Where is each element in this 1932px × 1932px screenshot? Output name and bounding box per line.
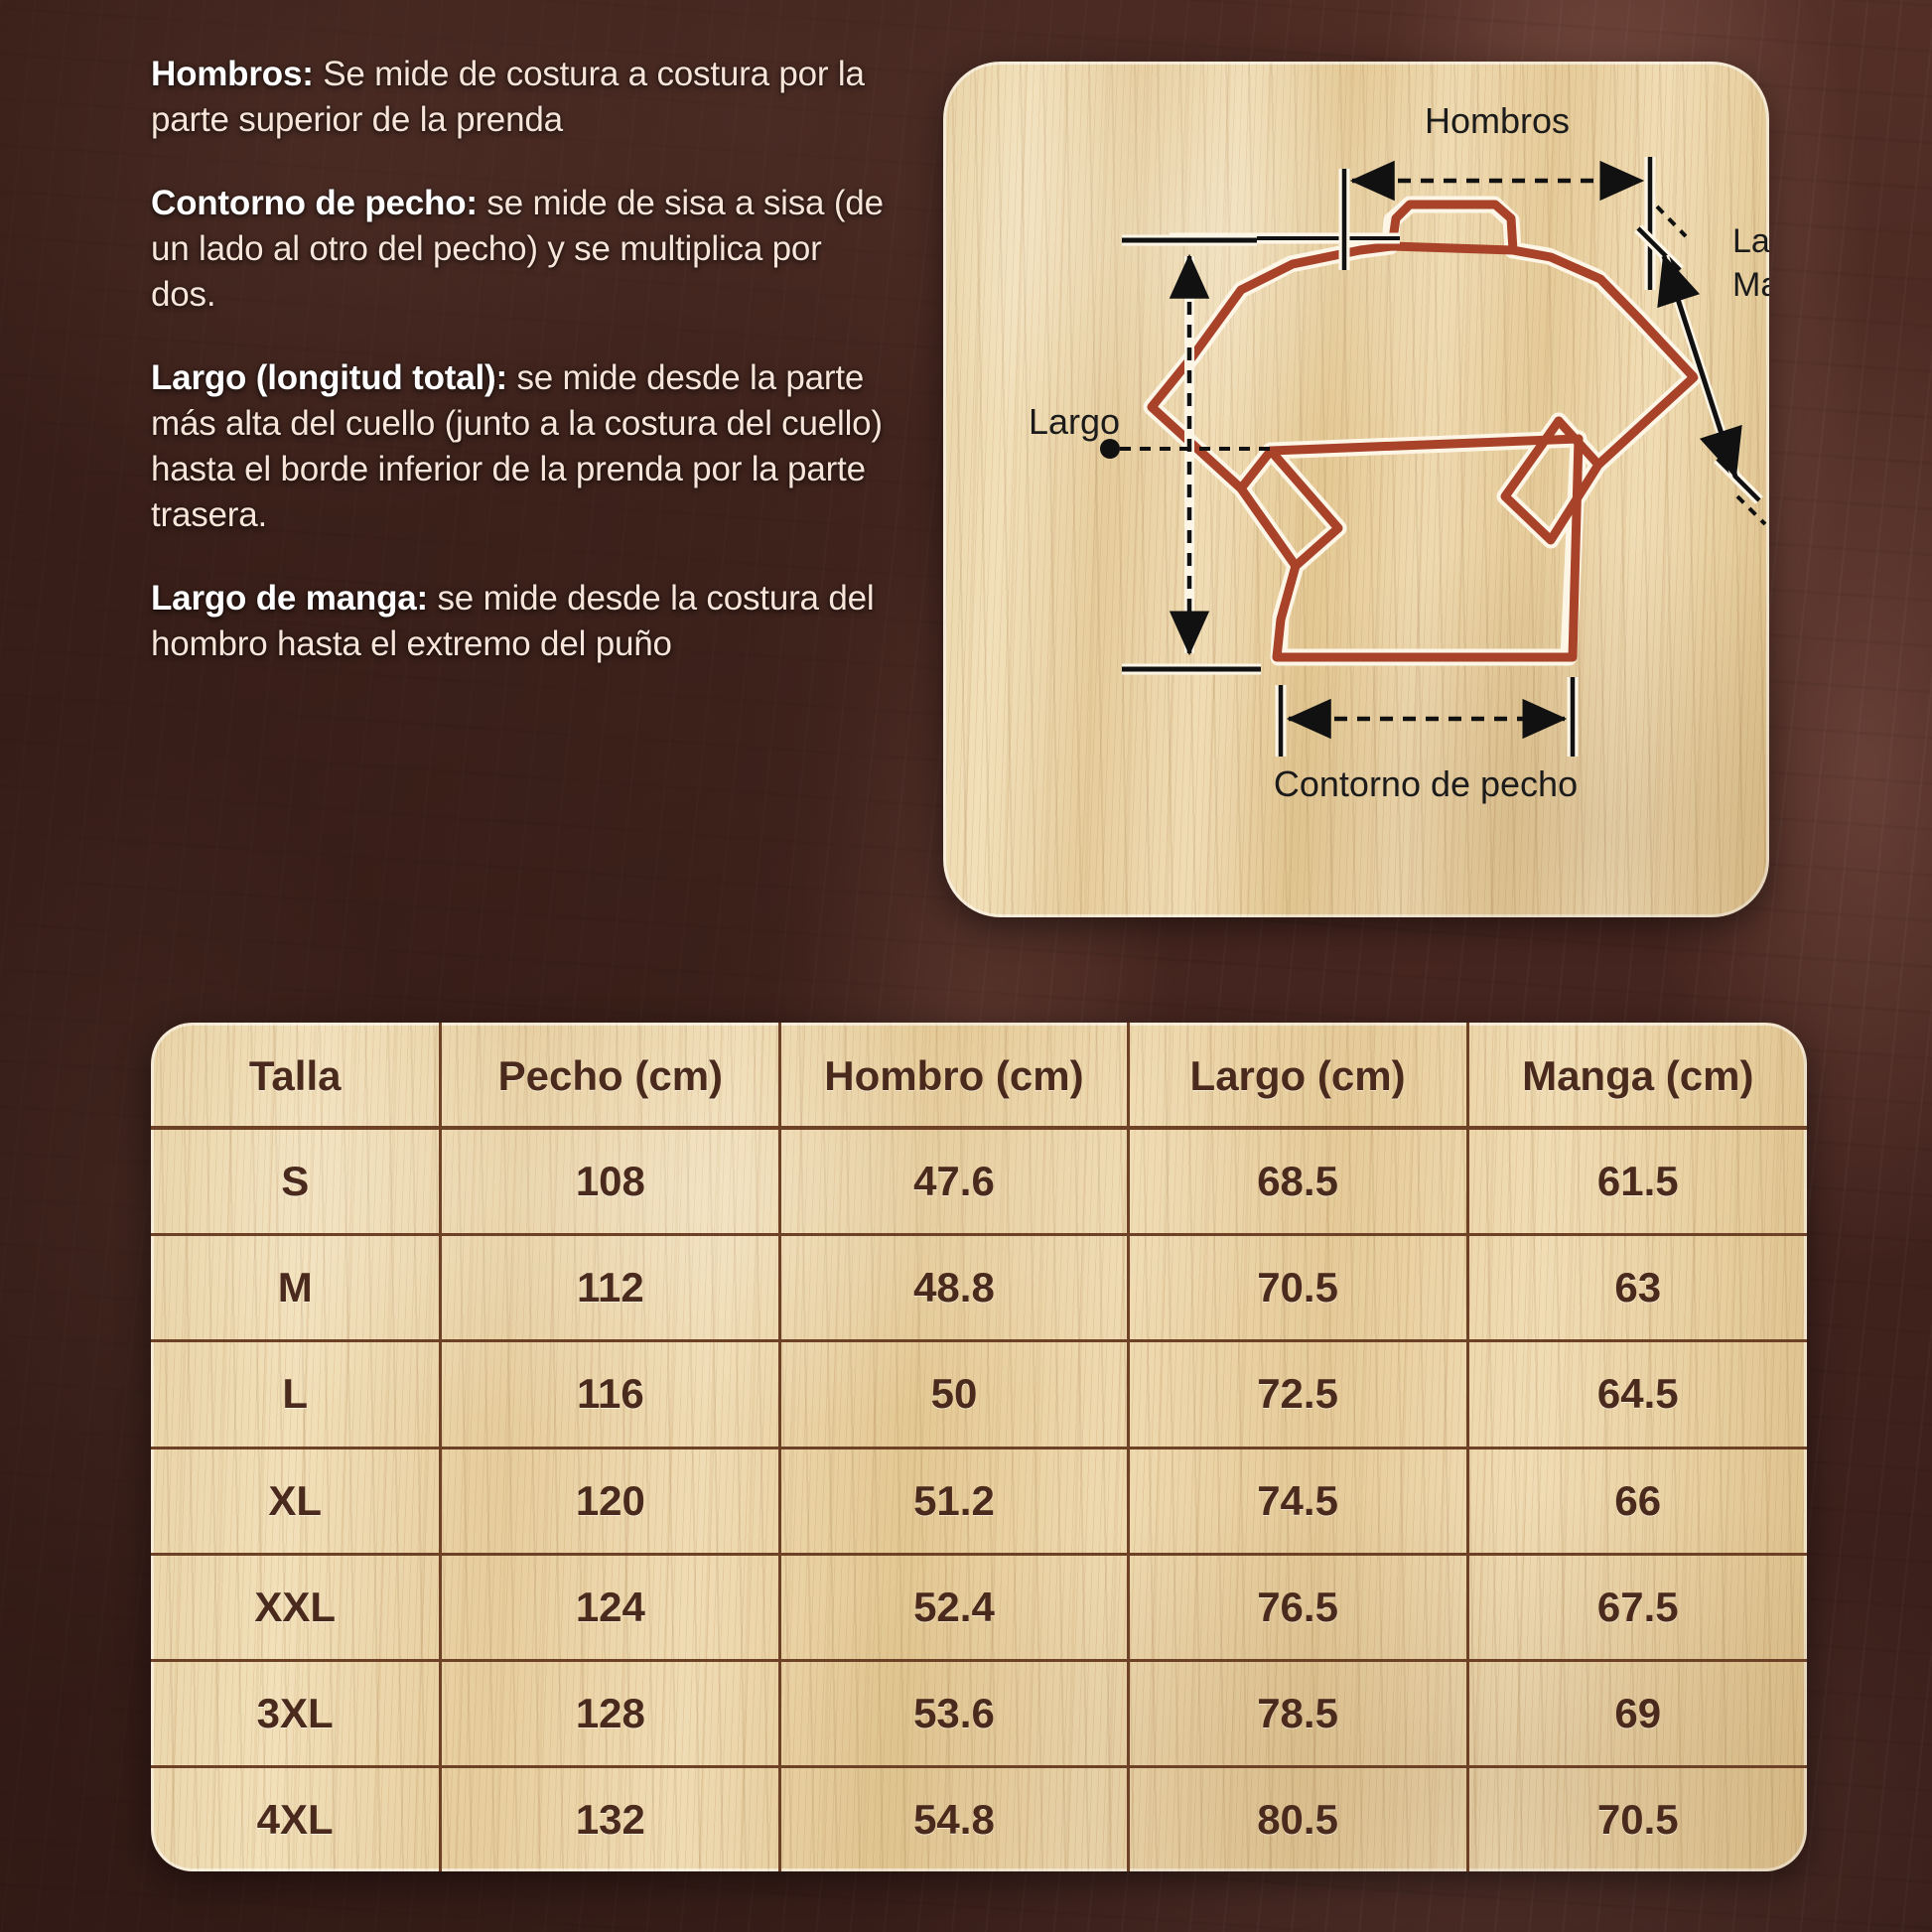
table-row: L 116 50 72.5 64.5 <box>151 1340 1807 1449</box>
cell-hombro: 53.6 <box>778 1660 1129 1769</box>
sleeve-tick-bottom <box>1716 457 1761 502</box>
sleeve-tick-top <box>1636 226 1682 272</box>
cell-hombro: 51.2 <box>778 1448 1129 1556</box>
table-body: S 108 47.6 68.5 61.5 M 112 48.8 70.5 63 … <box>151 1128 1807 1871</box>
label-largo-de-manga-line1: Largo de <box>1732 222 1769 260</box>
cell-hombro: 48.8 <box>778 1234 1129 1343</box>
instruction-term: Hombros: <box>151 55 314 93</box>
cell-pecho: 120 <box>439 1448 780 1556</box>
jacket-outline <box>1147 200 1699 662</box>
cell-hombro: 54.8 <box>778 1766 1129 1871</box>
label-contorno-de-pecho: Contorno de pecho <box>1274 763 1578 804</box>
cell-manga: 66 <box>1465 1448 1807 1556</box>
cell-size: XL <box>151 1448 441 1556</box>
cell-hombro: 47.6 <box>778 1128 1129 1237</box>
collar-shape <box>1387 200 1518 255</box>
cell-pecho: 112 <box>439 1234 780 1343</box>
instruction-length: Largo (longitud total): se mide desde la… <box>151 355 886 538</box>
cell-size: XXL <box>151 1554 441 1662</box>
cell-largo: 70.5 <box>1126 1234 1468 1343</box>
cell-manga: 67.5 <box>1465 1554 1807 1662</box>
cell-largo: 72.5 <box>1126 1340 1468 1449</box>
cell-largo: 68.5 <box>1126 1128 1468 1237</box>
length-anchor-dot <box>1100 439 1120 459</box>
cell-size: 3XL <box>151 1660 441 1769</box>
cell-manga: 70.5 <box>1465 1766 1807 1871</box>
body-shape <box>1272 434 1584 662</box>
cell-pecho: 128 <box>439 1660 780 1769</box>
measurement-diagram-card: Hombros Largo Contorno de pecho Largo de… <box>943 62 1769 917</box>
label-hombros: Hombros <box>1425 100 1570 141</box>
cell-size: L <box>151 1340 441 1449</box>
jacket-diagram-svg: Hombros Largo Contorno de pecho Largo de… <box>1029 100 1769 804</box>
column-header-largo: Largo (cm) <box>1126 1023 1468 1130</box>
column-header-pecho: Pecho (cm) <box>439 1023 780 1130</box>
column-header-hombro: Hombro (cm) <box>778 1023 1129 1130</box>
size-chart-table: Talla Pecho (cm) Hombro (cm) Largo (cm) … <box>151 1023 1807 1871</box>
garment-halo <box>1143 196 1703 666</box>
label-largo: Largo <box>1029 401 1120 442</box>
cell-hombro: 50 <box>778 1340 1129 1449</box>
sleeve-dimension-arrow <box>1657 253 1742 480</box>
table-header-row: Talla Pecho (cm) Hombro (cm) Largo (cm) … <box>151 1023 1807 1130</box>
cell-size: M <box>151 1234 441 1343</box>
cell-largo: 80.5 <box>1126 1766 1468 1871</box>
instruction-shoulders: Hombros: Se mide de costura a costura po… <box>151 52 886 143</box>
instruction-term: Largo de manga: <box>151 579 428 618</box>
left-sleeve-inner <box>1236 446 1276 493</box>
chest-seam-line <box>1266 434 1584 456</box>
sleeve-tick-bottom-extension <box>1735 494 1767 526</box>
table-row: 3XL 128 53.6 78.5 69 <box>151 1660 1807 1769</box>
instruction-text: se mide desde la costura del hombro hast… <box>151 579 875 663</box>
cell-pecho: 124 <box>439 1554 780 1662</box>
instruction-text: Se mide de costura a costura por la part… <box>151 55 865 139</box>
table-row: 4XL 132 54.8 80.5 70.5 <box>151 1766 1807 1871</box>
column-header-manga: Manga (cm) <box>1465 1023 1807 1130</box>
label-largo-de-manga-line2: Manga <box>1732 266 1769 304</box>
instruction-sleeve: Largo de manga: se mide desde la costura… <box>151 576 886 667</box>
instruction-text: se mide de sisa a sisa (de un lado al ot… <box>151 184 884 314</box>
table-row: S 108 47.6 68.5 61.5 <box>151 1128 1807 1237</box>
table-row: XXL 124 52.4 76.5 67.5 <box>151 1554 1807 1662</box>
cell-pecho: 108 <box>439 1128 780 1237</box>
sleeve-tick-top-extension <box>1655 205 1688 238</box>
cell-largo: 74.5 <box>1126 1448 1468 1556</box>
cell-hombro: 52.4 <box>778 1554 1129 1662</box>
cell-size: 4XL <box>256 1796 334 1843</box>
table-row: XL 120 51.2 74.5 66 <box>151 1448 1807 1556</box>
cell-manga: 61.5 <box>1465 1128 1807 1237</box>
cell-size: S <box>151 1128 441 1237</box>
column-header-talla: Talla <box>151 1023 441 1130</box>
cell-largo: 78.5 <box>1126 1660 1468 1769</box>
instruction-term: Largo (longitud total): <box>151 358 507 397</box>
cell-pecho: 116 <box>439 1340 780 1449</box>
cell-largo: 76.5 <box>1126 1554 1468 1662</box>
cell-pecho: 132 <box>439 1766 780 1871</box>
instruction-term: Contorno de pecho: <box>151 184 478 222</box>
size-table-card: Talla Pecho (cm) Hombro (cm) Largo (cm) … <box>151 1023 1807 1871</box>
instruction-chest: Contorno de pecho: se mide de sisa a sis… <box>151 181 886 318</box>
cell-manga: 63 <box>1465 1234 1807 1343</box>
left-sleeve <box>1147 350 1343 571</box>
cell-manga: 64.5 <box>1465 1340 1807 1449</box>
instruction-text: se mide desde la parte más alta del cuel… <box>151 358 883 534</box>
cell-manga: 69 <box>1465 1660 1807 1769</box>
table-header: Talla Pecho (cm) Hombro (cm) Largo (cm) … <box>151 1023 1807 1130</box>
measurement-instructions: Hombros: Se mide de costura a costura po… <box>151 52 886 667</box>
table-row: M 112 48.8 70.5 63 <box>151 1234 1807 1343</box>
shoulder-line <box>1188 241 1643 360</box>
right-sleeve <box>1500 313 1699 545</box>
